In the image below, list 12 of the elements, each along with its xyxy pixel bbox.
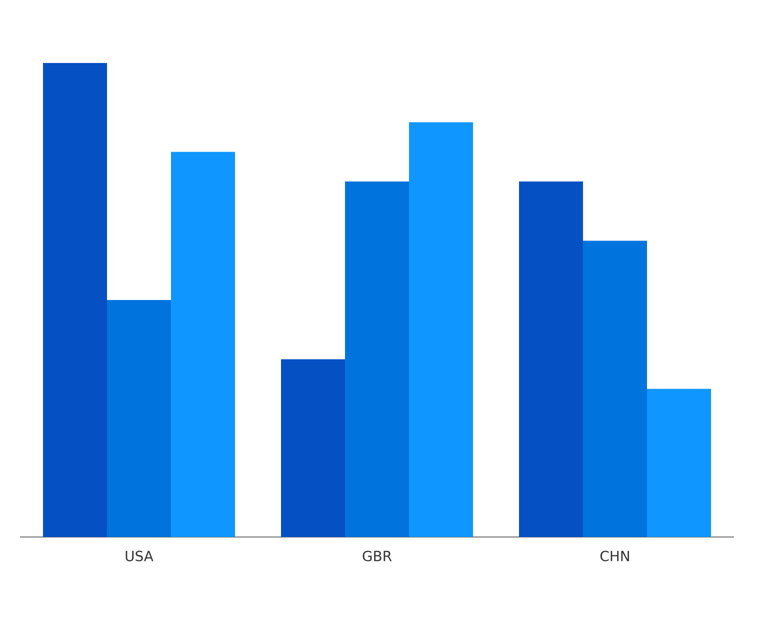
bar <box>107 300 172 537</box>
bar <box>281 359 346 537</box>
bar <box>171 152 236 537</box>
bar <box>43 62 108 537</box>
bar <box>409 122 474 537</box>
bar <box>647 388 712 537</box>
x-tick-label: CHN <box>600 550 629 562</box>
x-tick-label: USA <box>126 550 154 562</box>
bar <box>345 181 410 537</box>
bar <box>519 181 584 537</box>
x-tick-label: GBR <box>362 550 392 562</box>
bar <box>583 240 648 537</box>
